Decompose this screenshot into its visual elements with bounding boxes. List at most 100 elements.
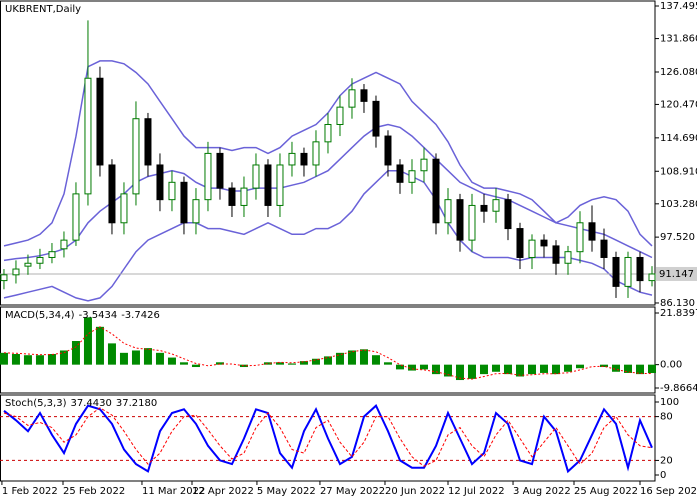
candle-body — [60, 239, 68, 250]
x-tick-label: 12 Apr 2022 — [192, 486, 254, 497]
macd-bar — [503, 364, 512, 375]
stoch-signal — [3, 407, 653, 467]
candle-body — [396, 164, 404, 183]
stoch-signal-value: 37.2180 — [116, 398, 157, 409]
candle-body — [372, 100, 380, 137]
macd-bar — [155, 352, 164, 365]
macd-bar — [179, 362, 188, 365]
macd-signal — [3, 326, 653, 380]
macd-bar — [335, 352, 344, 365]
candle-body — [240, 187, 248, 206]
macd-bar — [599, 364, 608, 368]
macd-bar — [95, 326, 104, 365]
candle-body — [96, 77, 104, 166]
y-tick-label: 100 — [660, 397, 679, 408]
stoch-main-value: 37.4430 — [70, 398, 111, 409]
y-tick-label: 120.470 — [660, 99, 697, 110]
candle-body — [360, 89, 368, 102]
macd-bar — [59, 350, 68, 365]
y-tick-label: 0 — [660, 470, 666, 481]
candle-body — [612, 256, 620, 287]
panel-frame — [0, 306, 656, 394]
y-tick-label: 20 — [660, 455, 673, 466]
macd-bar — [239, 364, 248, 368]
candle-body — [216, 152, 224, 189]
macd-signal-value: -3.7426 — [121, 310, 160, 321]
candle-body — [492, 199, 500, 212]
macd-bar — [131, 350, 140, 365]
macd-bar — [383, 362, 392, 365]
candle-body — [432, 158, 440, 224]
y-tick-label: 86.130 — [660, 298, 695, 309]
macd-bar — [551, 364, 560, 375]
macd-bar — [431, 364, 440, 375]
candle-body — [36, 256, 44, 264]
stoch-main — [3, 404, 653, 474]
macd-bar — [275, 362, 284, 365]
macd-bar — [479, 364, 488, 375]
macd-bar — [563, 364, 572, 372]
candle-body — [552, 245, 560, 264]
candle-body — [624, 256, 632, 287]
macd-bar — [407, 364, 416, 371]
y-tick-label: 97.520 — [660, 232, 695, 243]
candle-body — [204, 152, 212, 201]
price-tag-label: 91.147 — [659, 269, 694, 280]
macd-bar — [83, 317, 92, 365]
candle-body — [48, 251, 56, 258]
macd-bar — [611, 364, 620, 372]
bollinger-upper — [3, 60, 653, 247]
macd-bar — [191, 364, 200, 368]
macd-bar — [167, 357, 176, 365]
candle-body — [348, 89, 356, 108]
macd-bar — [11, 354, 20, 365]
macd-bar — [575, 364, 584, 369]
candle-body — [564, 251, 572, 264]
candle-body — [264, 164, 272, 206]
macd-bar — [359, 349, 368, 365]
macd-bar — [371, 355, 380, 365]
candle-body — [144, 118, 152, 166]
macd-bar — [311, 358, 320, 365]
bollinger-lower — [3, 169, 653, 302]
candle-body — [252, 164, 260, 189]
macd-bar — [467, 364, 476, 379]
y-tick-label: 137.495 — [660, 1, 697, 12]
macd-bar — [323, 356, 332, 365]
macd-bar — [23, 355, 32, 365]
candle-body — [132, 118, 140, 195]
candle-body — [336, 106, 344, 125]
macd-bar — [47, 354, 56, 365]
candle-body — [636, 256, 644, 282]
macd-bar — [287, 363, 296, 365]
macd-bar — [143, 348, 152, 365]
x-tick-label: 3 Aug 2022 — [513, 486, 571, 497]
macd-bar — [35, 355, 44, 365]
candle-body — [312, 141, 320, 166]
candle-body — [12, 268, 20, 276]
macd-value: -3.5434 — [79, 310, 118, 321]
candle-body — [300, 152, 308, 166]
candle-body — [648, 273, 656, 282]
macd-bar — [419, 364, 428, 370]
candle-body — [504, 199, 512, 230]
x-tick-label: 25 Aug 2022 — [574, 486, 638, 497]
candle-body — [228, 187, 236, 206]
y-tick-label: 126.080 — [660, 67, 697, 78]
macd-bar — [263, 362, 272, 365]
x-tick-label: 16 Sep 2022 — [640, 486, 697, 497]
candle-body — [600, 239, 608, 258]
candle-body — [324, 123, 332, 143]
x-tick-label: 25 Feb 2022 — [63, 486, 125, 497]
candle-body — [444, 199, 452, 224]
macd-bar — [515, 364, 524, 377]
candle-body — [168, 181, 176, 201]
candle-body — [84, 77, 92, 195]
candle-body — [156, 164, 164, 201]
x-tick-label: 27 May 2022 — [320, 486, 385, 497]
macd-bar — [299, 361, 308, 365]
stoch-header: Stoch(5,3,3) 37.4430 37.2180 — [5, 398, 157, 409]
candle-body — [468, 204, 476, 241]
macd-bar — [107, 343, 116, 365]
